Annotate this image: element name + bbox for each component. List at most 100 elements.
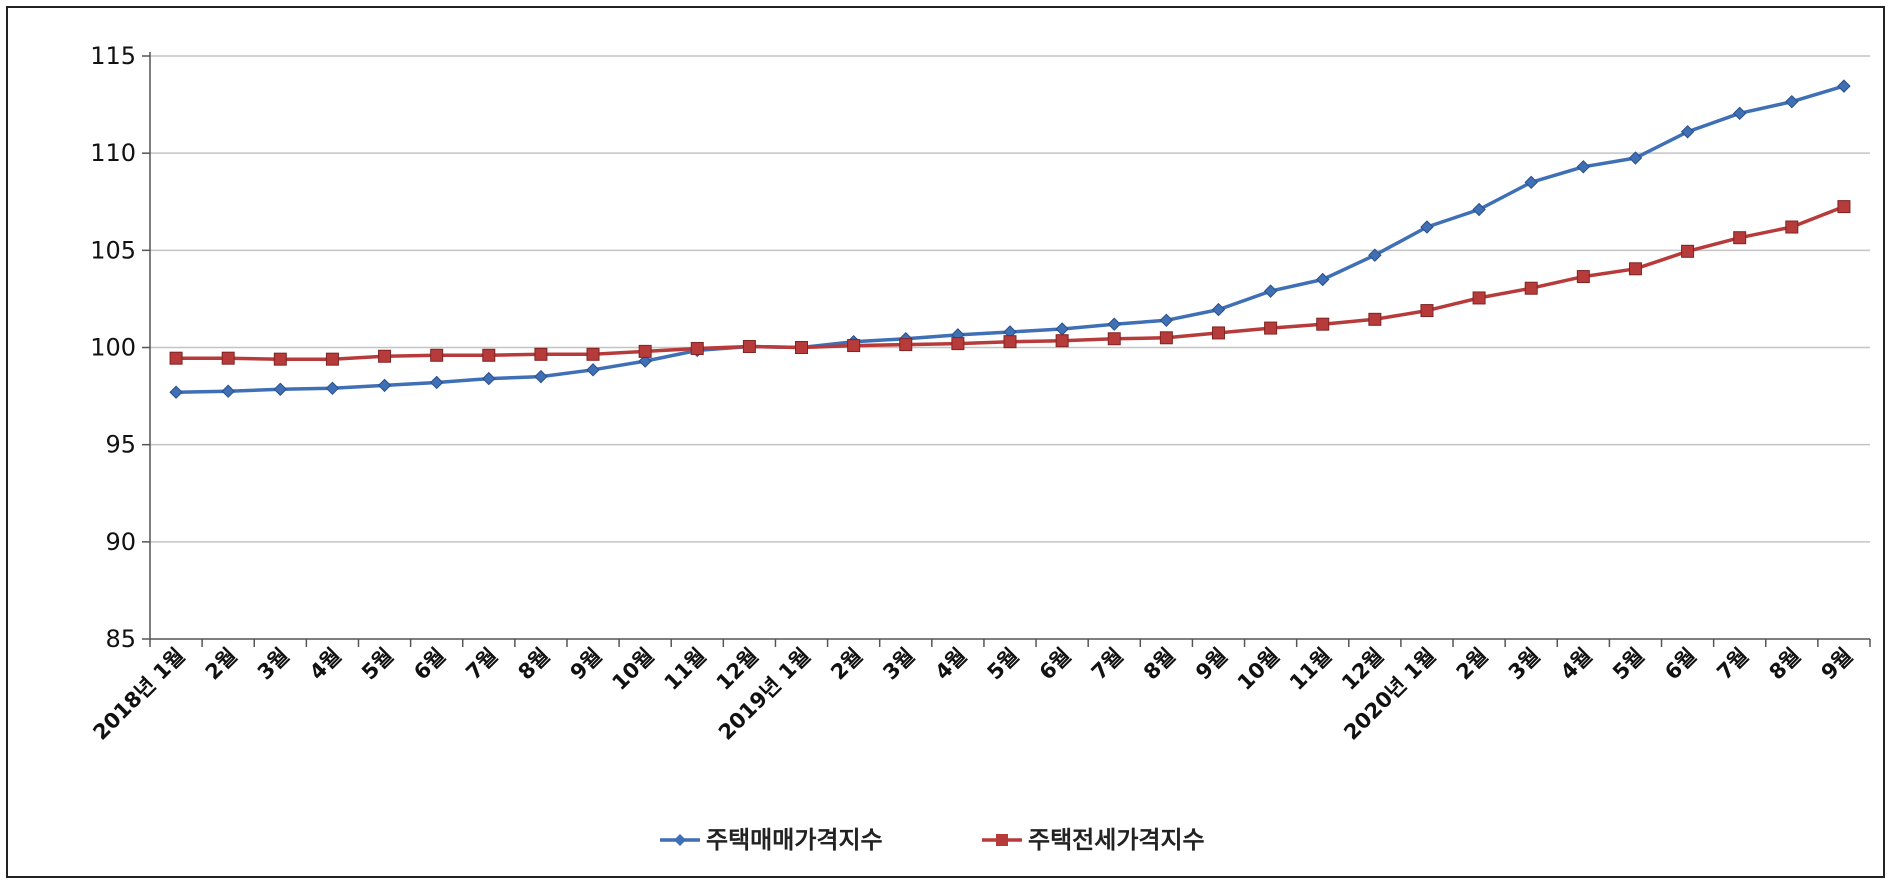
- data-point: [325, 352, 339, 366]
- data-point: [1785, 94, 1799, 109]
- x-tick-label: 9월: [1191, 644, 1232, 685]
- data-point: [638, 354, 652, 368]
- x-tick-label: 2월: [826, 644, 867, 685]
- data-point: [951, 337, 965, 351]
- x-tick-label: 5월: [983, 644, 1024, 685]
- data-point: [1733, 231, 1747, 245]
- data-point: [742, 340, 756, 354]
- data-point: [221, 351, 235, 365]
- y-tick-label: 105: [90, 236, 136, 264]
- data-point: [1628, 262, 1642, 276]
- x-tick-label: 6월: [1035, 644, 1076, 685]
- x-tick-label: 4월: [305, 644, 346, 685]
- x-tick-label: 3월: [878, 644, 919, 685]
- data-point: [1107, 317, 1121, 331]
- data-point: [1316, 272, 1330, 287]
- x-tick-label: 7월: [1712, 644, 1753, 685]
- data-point: [534, 369, 548, 384]
- data-point: [429, 375, 444, 390]
- data-point: [1055, 334, 1069, 348]
- data-point: [1524, 175, 1538, 190]
- x-tick-label: 8월: [1139, 644, 1180, 685]
- x-tick-label: 3월: [1504, 644, 1545, 685]
- data-point: [1576, 270, 1590, 284]
- data-point: [534, 347, 548, 361]
- data-point: [1316, 317, 1330, 331]
- data-point: [1368, 312, 1382, 326]
- data-point: [482, 348, 496, 362]
- legend-marker-square: [996, 834, 1008, 846]
- legend-label-2: 주택전세가격지수: [1028, 826, 1205, 854]
- series-lines: [169, 79, 1851, 399]
- data-point: [169, 351, 183, 365]
- legend-marker-diamond: [674, 834, 686, 846]
- x-tick-label: 10월: [1233, 644, 1284, 695]
- data-point: [169, 385, 183, 399]
- data-point: [899, 338, 913, 352]
- x-tick-label: 5월: [357, 644, 398, 685]
- data-point: [1211, 326, 1225, 340]
- x-tick-label: 2018년 1월: [88, 644, 189, 745]
- y-tick-label: 115: [90, 42, 136, 70]
- data-point: [1211, 302, 1226, 317]
- x-tick-label: 5월: [1608, 644, 1649, 685]
- data-point: [1264, 321, 1278, 335]
- x-tick-label: 7월: [461, 644, 502, 685]
- data-point: [1681, 244, 1695, 258]
- data-point: [1263, 284, 1278, 298]
- y-tick-label: 95: [105, 431, 136, 459]
- y-tick-label: 90: [105, 528, 136, 556]
- x-tick-label: 6월: [1660, 644, 1701, 685]
- data-point: [690, 341, 704, 355]
- data-point: [273, 382, 288, 396]
- data-point: [1368, 248, 1382, 262]
- data-point: [1003, 335, 1017, 349]
- data-point: [1420, 304, 1434, 318]
- data-point: [1472, 202, 1486, 217]
- data-point: [1159, 331, 1173, 345]
- data-point: [377, 378, 392, 393]
- data-point: [847, 339, 861, 353]
- legend-label-1: 주택매매가격지수: [706, 826, 883, 854]
- x-tick-label: 3월: [253, 644, 294, 685]
- y-tick-label: 85: [105, 625, 136, 653]
- gridlines: [150, 55, 1870, 543]
- axes: [142, 52, 1871, 647]
- data-point: [1420, 220, 1434, 234]
- x-tick-label: 10월: [607, 644, 658, 695]
- data-point: [1837, 200, 1851, 214]
- y-tick-label: 110: [90, 139, 136, 167]
- data-point: [1628, 151, 1643, 165]
- data-point: [586, 363, 600, 377]
- data-point: [1785, 220, 1799, 234]
- y-tick-label: 100: [90, 334, 136, 362]
- data-point: [221, 384, 235, 398]
- data-point: [1159, 313, 1174, 328]
- legend: 주택매매가격지수 주택전세가격지수: [660, 826, 1205, 854]
- data-point: [1680, 125, 1695, 139]
- x-tick-label: 4월: [1556, 644, 1597, 685]
- x-tick-label: 4월: [930, 644, 971, 685]
- chart-frame: [6, 6, 1885, 878]
- x-tick-label: 8월: [1764, 644, 1805, 685]
- data-point: [273, 352, 287, 366]
- x-tick-label: 7월: [1087, 644, 1128, 685]
- data-point: [325, 381, 340, 396]
- data-point: [795, 341, 809, 354]
- x-tick-label: 6월: [409, 644, 450, 685]
- x-tick-label: 2월: [1452, 644, 1493, 685]
- data-point: [378, 349, 392, 363]
- x-tick-label: 11월: [1285, 644, 1336, 695]
- x-tick-label: 2월: [201, 644, 242, 685]
- data-point: [1055, 322, 1069, 336]
- data-point: [430, 348, 444, 362]
- data-point: [482, 371, 496, 386]
- x-tick-label: 8월: [513, 644, 554, 685]
- data-point: [638, 344, 652, 358]
- x-tick-label: 9월: [1817, 644, 1858, 685]
- x-tick-label: 11월: [660, 644, 711, 695]
- data-point: [1576, 160, 1591, 174]
- data-point: [1107, 332, 1121, 346]
- x-tick-label: 9월: [566, 644, 607, 685]
